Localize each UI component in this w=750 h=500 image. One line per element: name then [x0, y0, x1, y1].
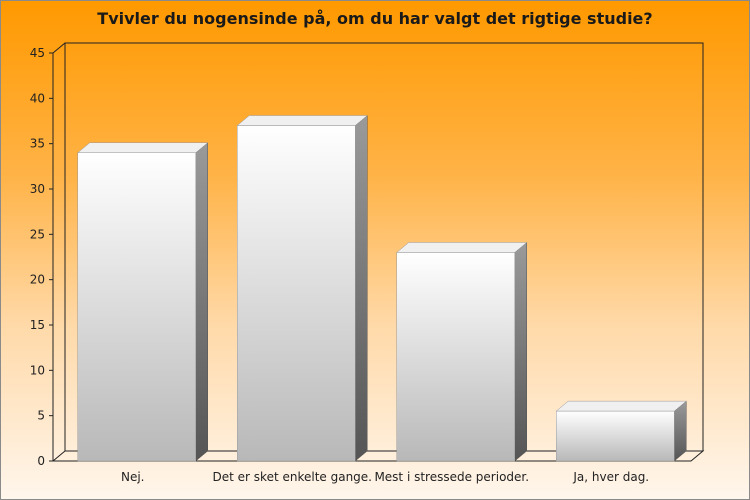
bar-front — [396, 252, 515, 462]
bar — [77, 142, 209, 462]
bar-top — [555, 400, 687, 412]
x-tick-label: Ja, hver dag. — [572, 470, 649, 484]
y-tick-label: 45 — [30, 46, 45, 60]
y-tick-label: 10 — [30, 363, 45, 377]
bar-front — [556, 410, 675, 462]
chart-title: Tvivler du nogensinde på, om du har valg… — [97, 9, 653, 28]
bar-top — [236, 115, 368, 126]
bar-side — [195, 142, 208, 462]
bar-top — [77, 142, 209, 153]
x-axis: Nej. Det er sket enkelte gange. Mest i str… — [121, 470, 649, 484]
bar-top — [396, 242, 528, 253]
bar-side — [514, 241, 527, 462]
y-tick-label: 25 — [30, 227, 45, 241]
x-tick-label: Mest i stressede perioder. — [374, 470, 529, 484]
y-axis: 0 5 10 15 20 25 30 35 40 45 — [30, 46, 53, 468]
bar-side — [674, 400, 687, 462]
back-wall — [64, 42, 704, 451]
x-tick-label: Nej. — [121, 470, 145, 484]
bar — [555, 400, 687, 462]
y-tick-label: 35 — [30, 137, 45, 151]
y-axis-top-edge — [52, 42, 66, 54]
y-tick-label: 20 — [30, 273, 45, 287]
bar — [236, 114, 368, 462]
bar-front — [237, 125, 356, 462]
y-tick-label: 40 — [30, 91, 45, 105]
bar — [396, 241, 528, 462]
bar-side — [355, 114, 368, 462]
bar-front — [77, 152, 196, 462]
y-tick-label: 15 — [30, 318, 45, 332]
y-tick-label: 0 — [37, 454, 45, 468]
y-tick-label: 5 — [37, 409, 45, 423]
y-tick-label: 30 — [30, 182, 45, 196]
x-tick-label: Det er sket enkelte gange. — [213, 470, 372, 484]
bars — [77, 114, 687, 462]
